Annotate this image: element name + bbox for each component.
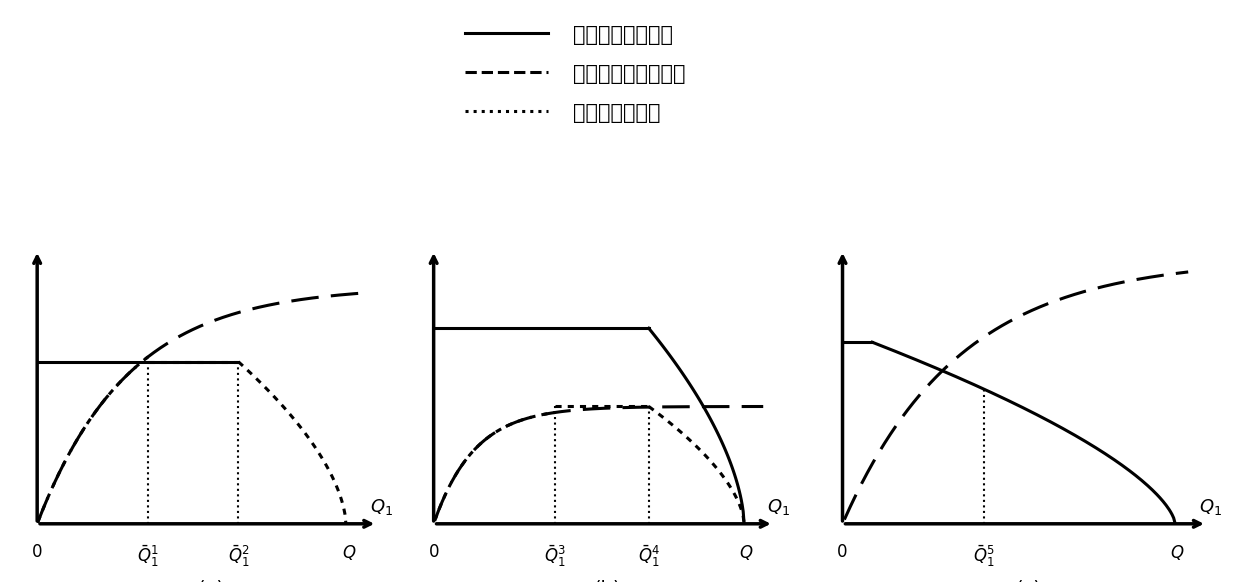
Text: (b): (b) [593,580,621,582]
Text: 0: 0 [32,544,42,562]
Text: $Q_1$: $Q_1$ [1199,497,1223,517]
Text: $\bar{Q}_1^3$: $\bar{Q}_1^3$ [544,544,566,569]
Legend: 源节点最大吞吐量, 中继节点最大吞吐量, 系统最大吞吐量: 源节点最大吞吐量, 中继节点最大吞吐量, 系统最大吞吐量 [456,16,694,132]
Text: $Q$: $Q$ [342,544,357,562]
Text: $Q_1$: $Q_1$ [370,497,393,517]
Text: $Q_1$: $Q_1$ [767,497,789,517]
Text: 0: 0 [429,544,439,562]
Text: $\bar{Q}_1^2$: $\bar{Q}_1^2$ [228,544,249,569]
Text: 0: 0 [838,544,847,562]
Text: $\bar{Q}_1^1$: $\bar{Q}_1^1$ [138,544,159,569]
Text: $Q$: $Q$ [738,544,753,562]
Text: $\bar{Q}_1^4$: $\bar{Q}_1^4$ [638,544,659,569]
Text: (a): (a) [197,580,224,582]
Text: $Q$: $Q$ [1170,544,1184,562]
Text: $\bar{Q}_1^5$: $\bar{Q}_1^5$ [973,544,995,569]
Text: (c): (c) [1016,580,1041,582]
